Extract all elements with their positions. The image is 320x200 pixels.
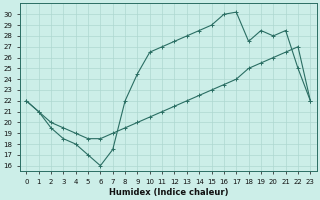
X-axis label: Humidex (Indice chaleur): Humidex (Indice chaleur) [108,188,228,197]
